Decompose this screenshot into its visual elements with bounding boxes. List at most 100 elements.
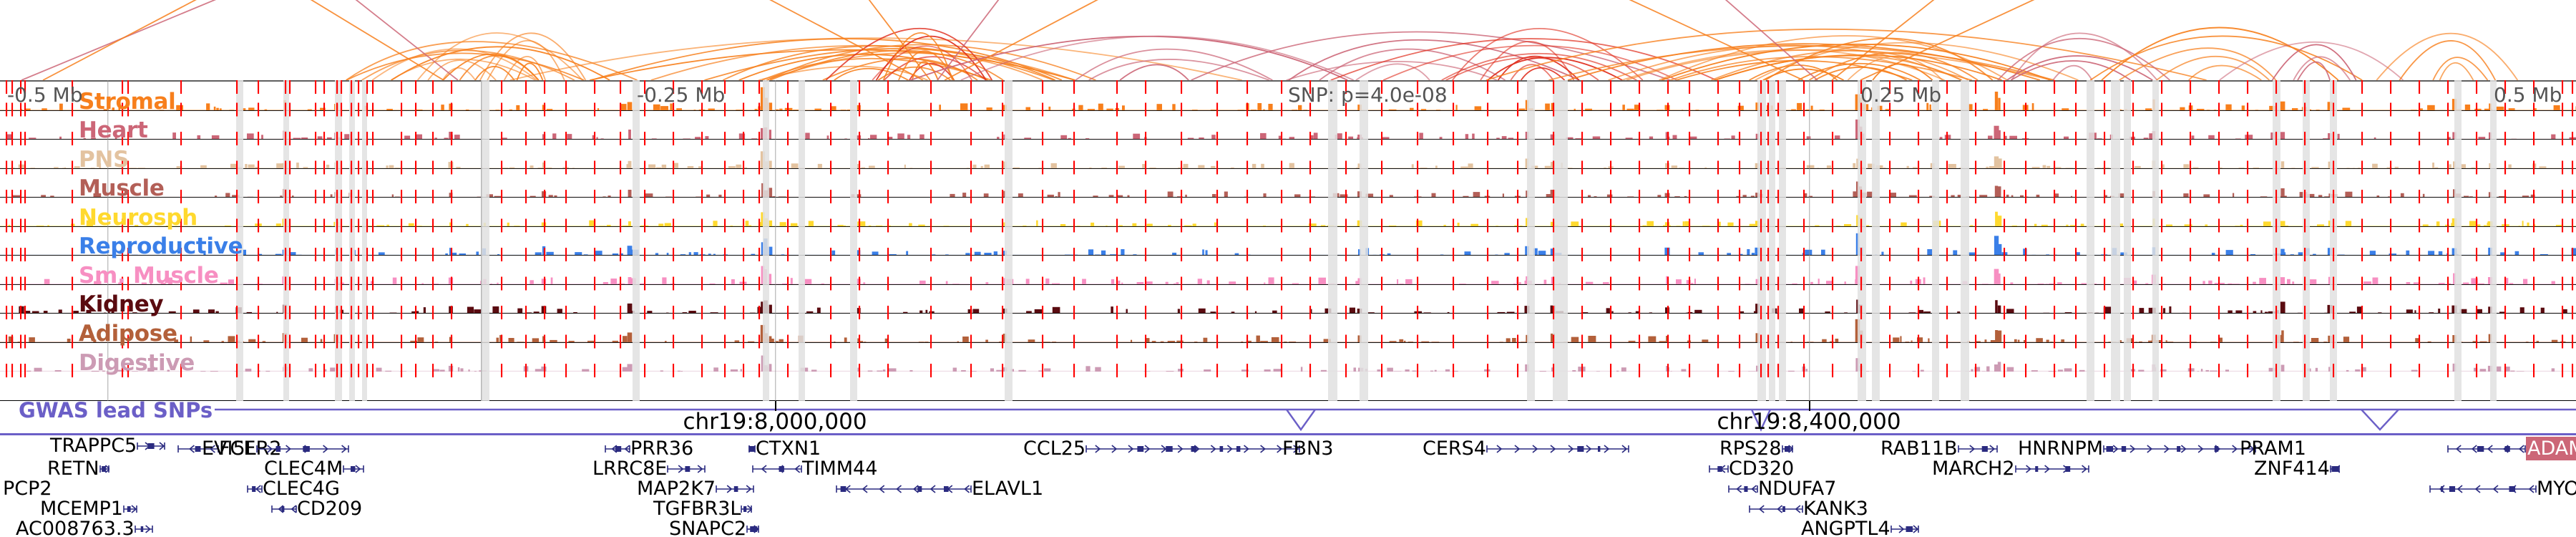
gene-label: ADAMTS10 bbox=[2526, 437, 2576, 460]
gene-evi5l[interactable]: EVI5L bbox=[202, 438, 349, 458]
gene-label: MYO1F bbox=[2537, 478, 2576, 500]
track-signal-canvas bbox=[0, 140, 2576, 168]
gene-label: SNAPC2 bbox=[669, 518, 747, 537]
track-label-muscle: Muscle bbox=[79, 175, 165, 201]
gene-myo1f[interactable]: MYO1F bbox=[2429, 478, 2576, 498]
signal-track-adipose[interactable]: Adipose bbox=[0, 314, 2576, 344]
gene-ac008763-3[interactable]: AC008763.3 bbox=[16, 518, 153, 537]
gene-label: HNRNPM bbox=[2018, 437, 2104, 460]
gene-label: ZNF414 bbox=[2254, 458, 2330, 480]
ruler-coordinate-label-1: chr19:8,400,000 bbox=[1717, 409, 1901, 435]
signal-track-stack: Stromal -0.5 Mb -0.25 Mb SNP: p=4.0e-08 0.25… bbox=[0, 80, 2576, 401]
gene-hnrnpm[interactable]: HNRNPM bbox=[2018, 438, 2256, 458]
signal-track-pns[interactable]: PNS bbox=[0, 140, 2576, 173]
track-signal-canvas bbox=[0, 285, 2576, 313]
gene-cd209[interactable]: CD209 bbox=[271, 498, 362, 518]
gene-label: ELAVL1 bbox=[972, 478, 1044, 500]
gene-label: PCP2 bbox=[3, 478, 52, 500]
gene-label: LRRC8E bbox=[592, 458, 668, 480]
coordinate-ruler[interactable]: GWAS lead SNPs chr19:8,000,000 chr19:8,40… bbox=[0, 398, 2576, 435]
gene-label: TGFBR3L bbox=[653, 498, 741, 520]
gene-angptl4[interactable]: ANGPTL4 bbox=[1801, 518, 1919, 537]
gene-label: TIMM44 bbox=[802, 458, 878, 480]
gene-lrrc8e[interactable]: LRRC8E bbox=[592, 458, 706, 478]
track-signal-canvas bbox=[0, 256, 2576, 284]
gene-label: RPS28 bbox=[1719, 437, 1782, 460]
axis-label-2: SNP: p=4.0e-08 bbox=[1288, 83, 1448, 107]
axis-label-3: 0.25 Mb bbox=[1860, 83, 1942, 107]
gene-rab11b[interactable]: RAB11B bbox=[1880, 438, 1998, 458]
gene-ccl25[interactable]: CCL25 bbox=[1023, 438, 1300, 458]
gene-clec4m[interactable]: CLEC4M bbox=[264, 458, 365, 480]
gene-mcemp1[interactable]: MCEMP1 bbox=[40, 498, 137, 518]
chromatin-loop-arcs bbox=[0, 0, 2576, 80]
gene-cers4[interactable]: CERS4 bbox=[1423, 438, 1629, 458]
gene-march2[interactable]: MARCH2 bbox=[1932, 458, 2089, 478]
track-signal-canvas bbox=[0, 169, 2576, 197]
gene-label: AC008763.3 bbox=[16, 518, 135, 537]
track-label-stromal: Stromal bbox=[79, 88, 176, 115]
signal-track-muscle[interactable]: Muscle bbox=[0, 169, 2576, 201]
signal-track-stromal[interactable]: Stromal -0.5 Mb -0.25 Mb SNP: p=4.0e-08 0.25… bbox=[0, 82, 2576, 115]
gene-pcp2[interactable]: PCP2 bbox=[3, 478, 52, 498]
gene-label: PRAM1 bbox=[2240, 437, 2306, 460]
track-signal-canvas bbox=[0, 314, 2576, 342]
track-label-pns: PNS bbox=[79, 146, 130, 173]
track-label-heart: Heart bbox=[79, 117, 148, 143]
gene-label: EVI5L bbox=[202, 437, 256, 460]
signal-track-neurosph[interactable]: Neurosph bbox=[0, 198, 2576, 231]
gene-znf414[interactable]: ZNF414 bbox=[2254, 458, 2341, 480]
gene-timm44[interactable]: TIMM44 bbox=[752, 458, 877, 478]
gene-label: MAP2K7 bbox=[637, 478, 716, 500]
gene-pram1[interactable]: PRAM1 bbox=[2240, 438, 2306, 458]
gene-tgfbr3l[interactable]: TGFBR3L bbox=[653, 498, 753, 520]
gene-label: CLEC4M bbox=[264, 458, 343, 480]
gene-trappc5[interactable]: TRAPPC5 bbox=[50, 435, 166, 457]
gene-label: NDUFA7 bbox=[1758, 478, 1837, 500]
gene-label: TRAPPC5 bbox=[50, 435, 137, 457]
gene-label: CLEC4G bbox=[263, 478, 340, 500]
track-label-sm-muscle: Sm. Muscle bbox=[79, 262, 219, 289]
track-label-neurosph: Neurosph bbox=[79, 204, 197, 231]
gene-label: RETN bbox=[47, 458, 99, 480]
signal-track-digestive[interactable]: Digestive bbox=[0, 343, 2576, 374]
axis-label-0: -0.5 Mb bbox=[7, 83, 83, 107]
gene-ndufa7[interactable]: NDUFA7 bbox=[1728, 478, 1836, 498]
gene-label: MARCH2 bbox=[1932, 458, 2015, 480]
track-signal-canvas bbox=[0, 227, 2576, 255]
ruler-coordinate-label-0: chr19:8,000,000 bbox=[683, 409, 867, 435]
signal-track-sm-muscle[interactable]: Sm. Muscle bbox=[0, 256, 2576, 289]
gene-map2k7[interactable]: MAP2K7 bbox=[637, 478, 754, 498]
gwas-bracket-lines bbox=[0, 401, 2576, 435]
gene-fbn3[interactable]: FBN3 bbox=[1282, 438, 1333, 458]
track-label-kidney: Kidney bbox=[79, 291, 164, 317]
gene-retn[interactable]: RETN bbox=[47, 458, 111, 480]
ruler-tick-0 bbox=[775, 401, 776, 411]
axis-label-1: -0.25 Mb bbox=[637, 83, 726, 107]
track-label-reproductive: Reproductive bbox=[79, 233, 243, 259]
gene-label: CERS4 bbox=[1423, 437, 1486, 460]
gene-elavl1[interactable]: ELAVL1 bbox=[836, 478, 1043, 498]
track-signal-canvas bbox=[0, 343, 2576, 372]
gene-snapc2[interactable]: SNAPC2 bbox=[669, 518, 760, 537]
gene-label: CD320 bbox=[1729, 458, 1795, 480]
track-signal-canvas bbox=[0, 111, 2576, 139]
gene-label: RAB11B bbox=[1880, 437, 1958, 460]
gene-label: CTXN1 bbox=[756, 437, 821, 460]
gene-clec4g[interactable]: CLEC4G bbox=[247, 478, 340, 498]
track-signal-canvas bbox=[0, 198, 2576, 226]
gene-label: FBN3 bbox=[1282, 437, 1334, 460]
signal-track-reproductive[interactable]: Reproductive bbox=[0, 227, 2576, 259]
gene-rps28[interactable]: RPS28 bbox=[1719, 437, 1794, 460]
gene-label: MCEMP1 bbox=[40, 498, 123, 520]
gene-kank3[interactable]: KANK3 bbox=[1749, 498, 1868, 518]
gene-ctxn1[interactable]: CTXN1 bbox=[748, 438, 821, 458]
gwas-lead-snps-label: GWAS lead SNPs bbox=[19, 398, 213, 422]
gene-adamts10[interactable]: ADAMTS10 bbox=[2447, 437, 2576, 460]
signal-track-kidney[interactable]: Kidney bbox=[0, 285, 2576, 317]
gene-annotation-track[interactable]: PCP2 RETN MCEMP1 AC008763.3 TRAPPC5 FCER2 CLEC… bbox=[0, 435, 2576, 537]
gene-prr36[interactable]: PRR36 bbox=[605, 438, 693, 458]
gene-cd320[interactable]: CD320 bbox=[1709, 458, 1794, 478]
signal-track-heart[interactable]: Heart bbox=[0, 111, 2576, 143]
